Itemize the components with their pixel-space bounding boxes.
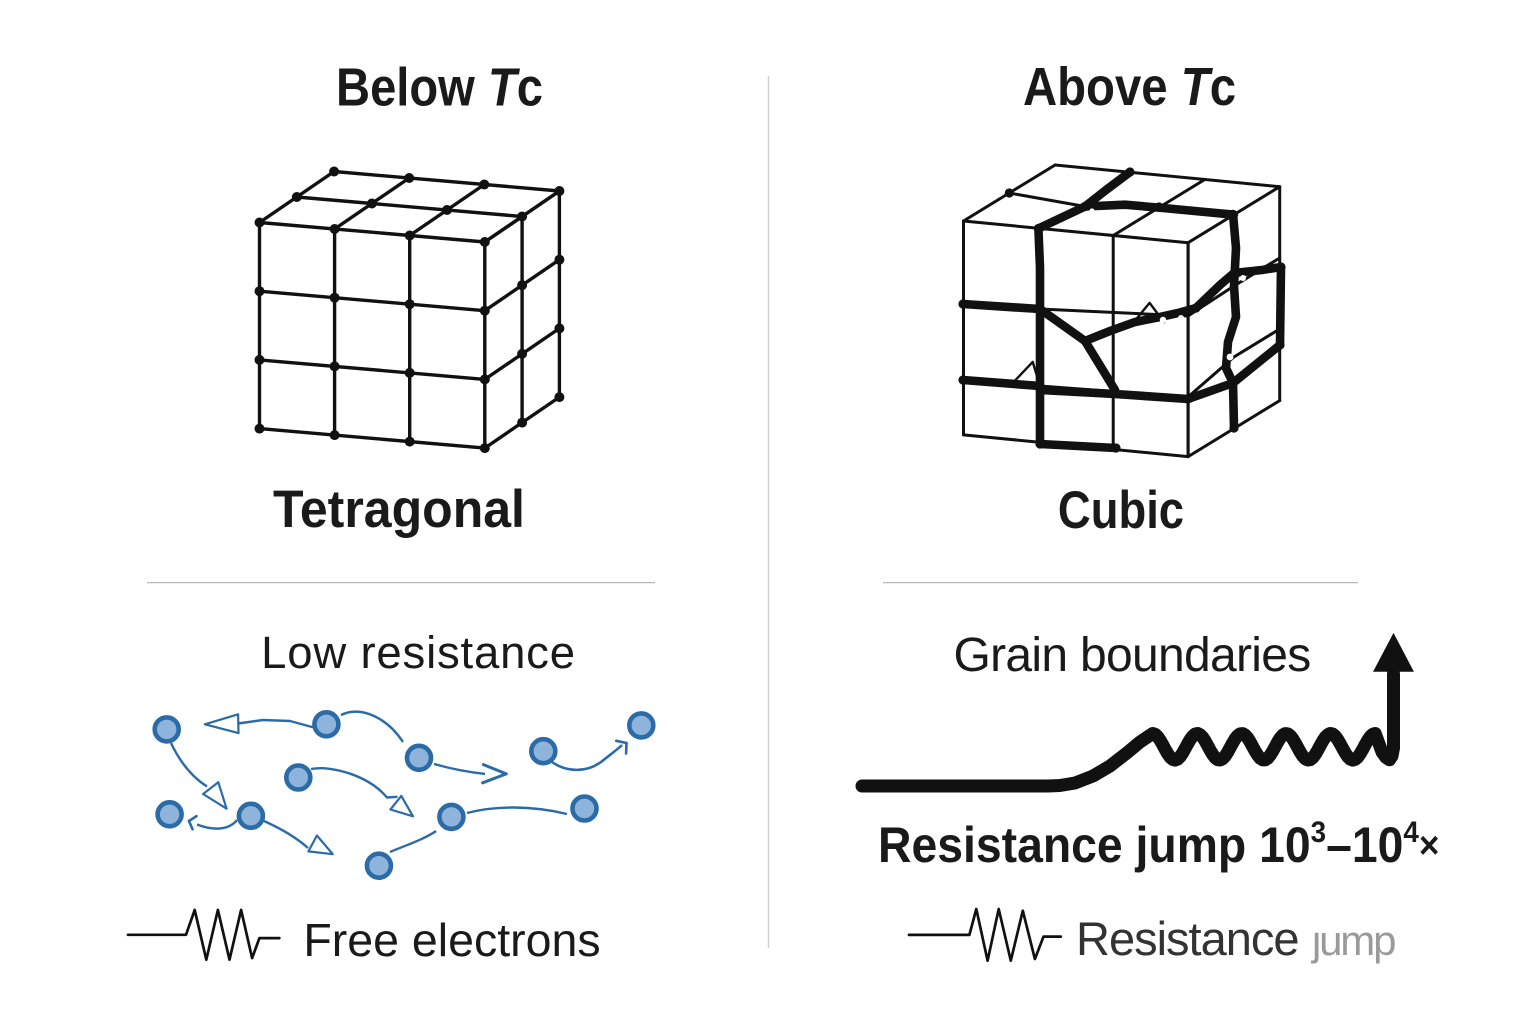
svg-text:Above Tc: Above Tc: [1023, 56, 1236, 116]
svg-text:ȷump: ȷump: [1310, 917, 1395, 964]
svg-text:Resistance: Resistance: [1076, 912, 1299, 965]
svg-text:Grain boundaries: Grain boundaries: [953, 629, 1310, 682]
svg-text:Free electrons: Free electrons: [303, 914, 600, 966]
svg-text:Resistance jump 103–104×: Resistance jump 103–104×: [878, 816, 1439, 873]
svg-text:Tetragonal: Tetragonal: [273, 479, 525, 539]
svg-text:Low resistance: Low resistance: [261, 627, 576, 678]
svg-text:Below Tc: Below Tc: [336, 57, 543, 117]
svg-text:Cubic: Cubic: [1058, 481, 1184, 540]
